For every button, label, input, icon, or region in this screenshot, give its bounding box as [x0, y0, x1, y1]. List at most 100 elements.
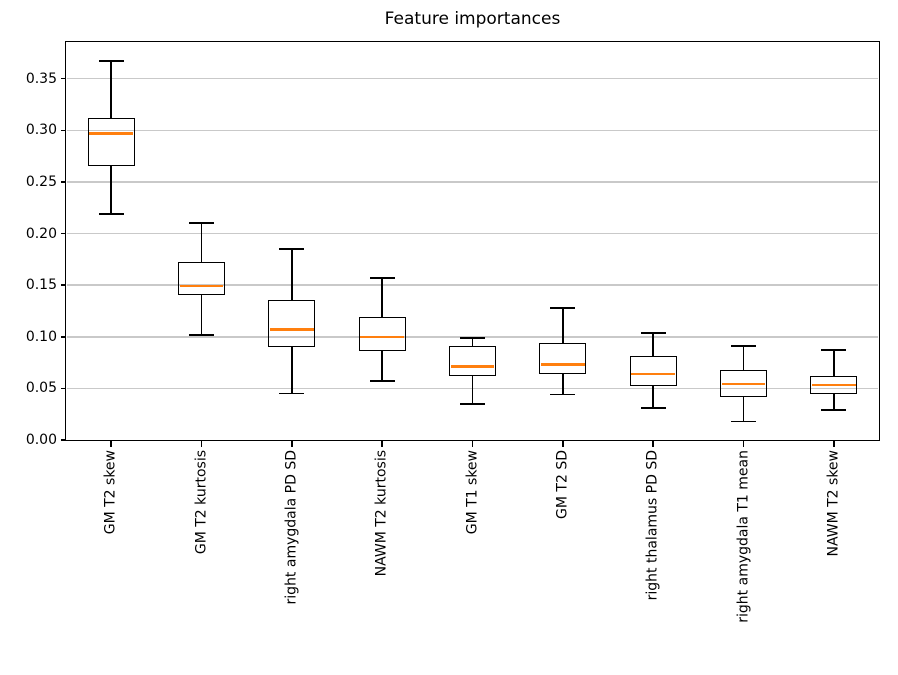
y-tick-mark: [60, 387, 66, 390]
median-line: [541, 363, 585, 366]
iqr-box: [810, 375, 858, 394]
x-tick-mark: [381, 441, 383, 447]
x-tick-label: GM T1 skew: [463, 450, 480, 535]
lower-whisker-cap: [821, 409, 847, 411]
x-tick-label-holder: GM T2 skew: [102, 450, 119, 538]
lower-whisker-cap: [460, 402, 485, 405]
y-tick-label: 0.00: [25, 432, 57, 448]
upper-whisker-cap: [460, 336, 485, 339]
iqr-box: [539, 342, 587, 374]
x-tick-label-holder: GM T1 skew: [463, 450, 480, 538]
y-tick-label: 0.20: [25, 225, 57, 242]
upper-whisker-cap: [189, 222, 214, 225]
y-tick-mark: [60, 77, 66, 80]
lower-whisker: [200, 295, 203, 335]
x-tick-label-holder: GM T2 SD: [554, 450, 571, 523]
x-tick-label: GM T2 kurtosis: [192, 450, 209, 555]
upper-whisker-cap: [731, 345, 756, 347]
median-line: [721, 383, 766, 386]
upper-whisker: [471, 337, 474, 347]
lower-whisker-cap: [550, 393, 576, 396]
lower-whisker-cap: [640, 407, 666, 409]
y-tick-mark: [60, 232, 66, 235]
upper-whisker: [110, 61, 113, 118]
lower-whisker: [652, 386, 655, 408]
iqr-box: [268, 299, 316, 348]
chart-title: Feature importances: [384, 9, 561, 29]
x-tick-mark: [652, 441, 654, 447]
x-tick-mark: [562, 441, 564, 447]
upper-whisker-cap: [279, 248, 305, 250]
iqr-box: [178, 262, 225, 296]
lower-whisker: [742, 396, 745, 422]
x-tick-label-holder: right thalamus PD SD: [644, 450, 661, 604]
y-gridline: [67, 284, 878, 286]
y-gridline: [67, 181, 878, 183]
lower-whisker: [832, 393, 835, 411]
x-tick-label: right amygdala T1 mean: [734, 450, 751, 623]
y-tick-label: 0.10: [25, 328, 57, 345]
median-line: [631, 372, 675, 376]
y-tick-mark: [60, 439, 66, 441]
iqr-box: [449, 346, 496, 376]
y-tick-label: 0.15: [25, 277, 57, 294]
iqr-box: [629, 356, 677, 387]
upper-whisker-cap: [821, 349, 847, 352]
upper-whisker: [200, 223, 203, 263]
x-tick-label-holder: NAWM T2 kurtosis: [373, 450, 390, 580]
y-gridline: [67, 77, 878, 80]
median-line: [270, 328, 314, 331]
x-tick-label: GM T2 skew: [102, 450, 119, 535]
x-tick-mark: [291, 441, 293, 447]
x-tick-mark: [833, 441, 835, 447]
x-tick-mark: [110, 441, 112, 447]
y-gridline: [67, 232, 878, 235]
y-tick-label: 0.35: [25, 70, 57, 87]
lower-whisker-cap: [369, 380, 395, 383]
x-tick-label-holder: right amygdala T1 mean: [734, 450, 751, 627]
lower-whisker: [561, 373, 564, 395]
iqr-box: [720, 369, 767, 397]
upper-whisker-cap: [550, 306, 576, 309]
iqr-box: [87, 117, 135, 167]
lower-whisker: [381, 351, 384, 382]
upper-whisker-cap: [369, 277, 395, 279]
y-tick-label: 0.25: [25, 173, 57, 190]
lower-whisker: [471, 375, 474, 404]
lower-whisker-cap: [279, 392, 305, 395]
upper-whisker: [381, 277, 384, 318]
x-tick-label: right thalamus PD SD: [644, 450, 661, 601]
x-tick-mark: [471, 441, 474, 447]
x-tick-label-holder: GM T2 kurtosis: [192, 450, 209, 558]
iqr-box: [358, 317, 406, 352]
median-line: [450, 365, 495, 368]
lower-whisker: [290, 347, 293, 394]
y-tick-label: 0.30: [25, 122, 57, 139]
lower-whisker: [110, 166, 113, 214]
median-line: [179, 284, 224, 288]
x-tick-mark: [200, 441, 203, 447]
y-tick-mark: [60, 181, 66, 183]
x-tick-label: NAWM T2 kurtosis: [373, 450, 390, 577]
upper-whisker: [561, 307, 564, 343]
y-tick-mark: [60, 336, 66, 338]
lower-whisker-cap: [98, 212, 124, 215]
x-tick-label-holder: right amygdala PD SD: [283, 450, 300, 608]
upper-whisker-cap: [640, 331, 666, 334]
upper-whisker: [742, 346, 745, 370]
median-line: [89, 132, 133, 135]
median-line: [360, 335, 404, 338]
median-line: [812, 384, 856, 387]
upper-whisker: [290, 249, 293, 300]
upper-whisker-cap: [98, 60, 124, 62]
y-gridline: [67, 336, 878, 338]
x-tick-label: right amygdala PD SD: [283, 450, 300, 605]
x-tick-label: GM T2 SD: [554, 450, 571, 519]
upper-whisker: [832, 350, 835, 376]
y-gridline: [67, 129, 878, 132]
y-tick-mark: [60, 129, 66, 132]
y-tick-mark: [60, 284, 66, 286]
x-tick-label-holder: NAWM T2 skew: [825, 450, 841, 561]
lower-whisker-cap: [189, 333, 214, 336]
